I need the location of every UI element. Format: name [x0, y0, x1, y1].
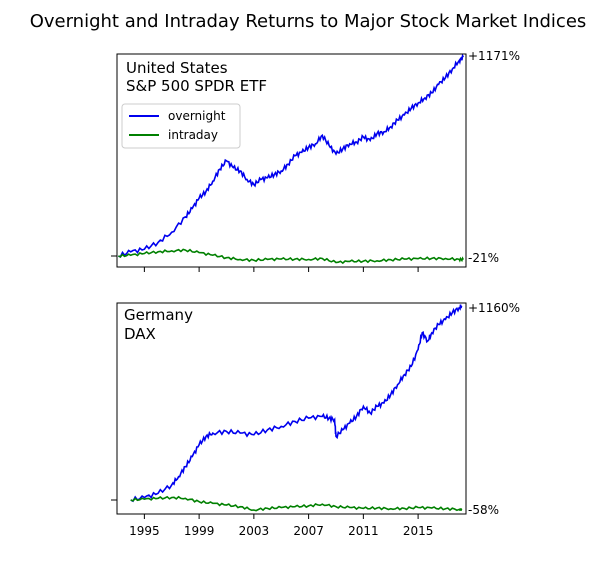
plot-area-us [118, 53, 465, 265]
germany-intraday-line [130, 495, 463, 512]
x-ticks-germany: 1995 1999 2003 2007 2011 2015 [129, 514, 433, 538]
axes-frame-germany [116, 302, 467, 515]
us-intraday-end-label: -21% [468, 251, 499, 265]
axes-frame-us [116, 53, 467, 268]
figure-title: Overnight and Intraday Returns to Major … [30, 11, 587, 32]
panel-label-us-line2: S&P 500 SPDR ETF [126, 77, 267, 95]
x-tick-label-1999: 1999 [184, 524, 215, 538]
x-tick-label-1995: 1995 [129, 524, 160, 538]
x-tick-label-2011: 2011 [348, 524, 379, 538]
plot-area-germany [130, 304, 463, 512]
us-intraday-line [118, 248, 465, 265]
panel-germany: Germany DAX +1160% -58% 1995 1999 2003 2007… [111, 301, 520, 538]
germany-intraday-end-label: -58% [468, 503, 499, 517]
us-overnight-line [118, 53, 465, 258]
x-tick-label-2003: 2003 [239, 524, 270, 538]
panel-label-germany-line2: DAX [124, 325, 156, 343]
panel-label-us-line1: United States [126, 59, 228, 77]
us-overnight-end-label: +1171% [468, 49, 520, 63]
germany-overnight-line [130, 304, 463, 503]
x-tick-label-2015: 2015 [403, 524, 434, 538]
x-ticks-us [143, 267, 419, 272]
germany-overnight-end-label: +1160% [468, 301, 520, 315]
panel-united-states: United States S&P 500 SPDR ETF overnight… [111, 49, 520, 272]
panel-label-germany-line1: Germany [124, 306, 193, 324]
legend-overnight-label: overnight [168, 109, 226, 123]
x-tick-label-2007: 2007 [293, 524, 324, 538]
legend: overnight intraday [121, 103, 241, 149]
legend-intraday-label: intraday [168, 128, 218, 142]
